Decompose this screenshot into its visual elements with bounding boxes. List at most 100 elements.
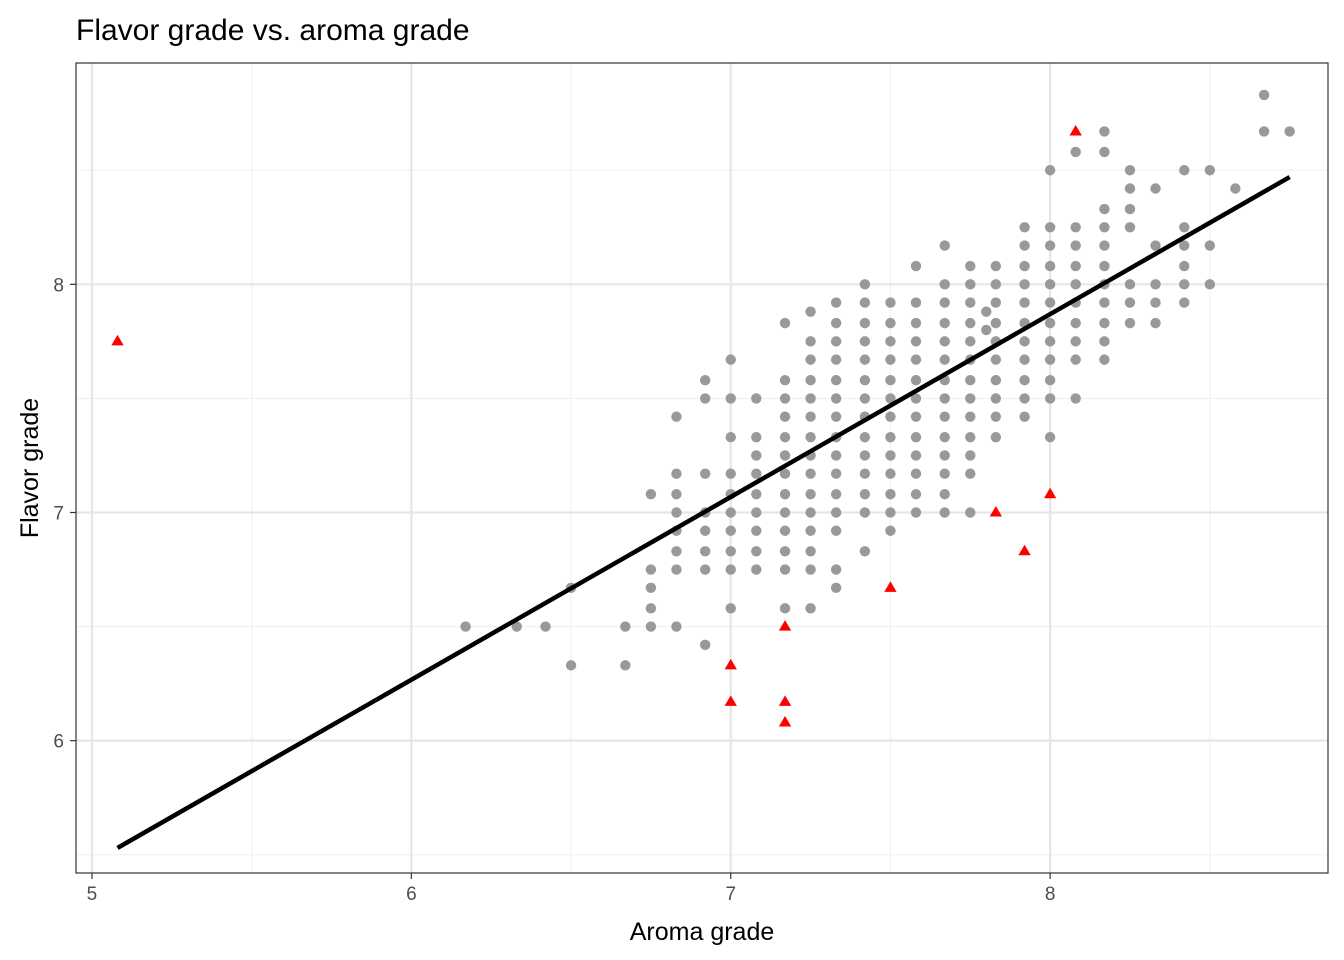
data-point (910, 297, 922, 308)
x-tick-label: 7 (725, 884, 736, 905)
data-point (805, 431, 816, 443)
data-point (965, 279, 976, 290)
data-point (1099, 260, 1110, 272)
data-point (460, 621, 471, 632)
data-point (990, 354, 1002, 365)
data-point (965, 431, 976, 443)
data-point (1099, 354, 1110, 365)
data-point (885, 354, 896, 365)
data-point (779, 507, 791, 518)
data-point (965, 507, 976, 518)
data-point (1019, 260, 1030, 272)
data-point (939, 297, 950, 308)
data-point (830, 393, 842, 404)
data-point (1150, 240, 1161, 251)
data-point (939, 489, 950, 500)
data-point (699, 468, 711, 479)
data-point (990, 317, 1002, 329)
data-point (830, 297, 842, 308)
data-point (859, 507, 871, 518)
data-point (805, 489, 816, 500)
data-point (1099, 240, 1110, 251)
data-point (1150, 279, 1161, 290)
data-point (885, 297, 896, 308)
data-point (645, 621, 657, 632)
outlier-point (724, 658, 737, 670)
data-point (1044, 393, 1056, 404)
data-point (910, 431, 922, 443)
data-point (725, 564, 736, 575)
data-point (830, 450, 842, 461)
data-point (830, 411, 842, 422)
data-point (1044, 279, 1056, 290)
data-point (805, 393, 816, 404)
data-point (1179, 297, 1190, 308)
data-point (671, 546, 682, 557)
data-point (939, 354, 950, 365)
outlier-point (1043, 487, 1057, 499)
y-tick-label: 6 (53, 732, 64, 753)
grid (76, 63, 1328, 873)
data-point (699, 564, 711, 575)
data-point (965, 336, 976, 347)
data-point (990, 260, 1002, 272)
outlier-point (1069, 124, 1082, 136)
data-point (965, 374, 976, 386)
data-point (859, 336, 871, 347)
y-axis-title: Flavor grade (16, 398, 44, 538)
data-point (751, 393, 762, 404)
data-point (859, 354, 871, 365)
data-point (939, 450, 950, 461)
data-point (965, 450, 976, 461)
data-point (885, 431, 896, 443)
data-point (939, 507, 950, 518)
data-point (805, 603, 816, 614)
data-point (1070, 317, 1081, 329)
data-point (1044, 260, 1056, 272)
data-point (859, 431, 871, 443)
data-point (965, 297, 976, 308)
data-point (939, 317, 950, 329)
data-point (885, 336, 896, 347)
outlier-point (724, 695, 737, 706)
data-point (1124, 297, 1136, 308)
data-point (1070, 260, 1081, 272)
points-layer (111, 89, 1295, 850)
data-point (939, 393, 950, 404)
data-point (1044, 317, 1056, 329)
data-point (1179, 165, 1190, 176)
data-point (830, 354, 842, 365)
data-point (990, 279, 1002, 290)
data-point (779, 431, 791, 443)
data-point (1099, 317, 1110, 329)
data-point (1204, 165, 1216, 176)
data-point (965, 411, 976, 422)
data-point (1019, 336, 1030, 347)
data-point (805, 411, 816, 422)
data-point (671, 564, 682, 575)
outlier-point (778, 715, 792, 727)
data-point (671, 411, 682, 422)
data-point (1044, 240, 1056, 251)
data-point (671, 621, 682, 632)
data-point (645, 603, 657, 614)
data-point (965, 260, 976, 272)
data-point (751, 468, 762, 479)
data-point (910, 411, 922, 422)
data-point (1284, 126, 1295, 137)
data-point (805, 525, 816, 536)
data-point (1258, 89, 1270, 101)
data-point (751, 431, 762, 443)
data-point (1124, 317, 1136, 329)
data-point (725, 525, 736, 536)
data-point (1124, 203, 1136, 215)
data-point (830, 525, 842, 536)
data-point (751, 564, 762, 575)
data-point (671, 468, 682, 479)
data-point (1204, 240, 1216, 251)
data-point (1124, 279, 1136, 290)
data-point (1099, 336, 1110, 347)
data-point (1044, 165, 1056, 176)
regression-line (116, 175, 1291, 850)
data-point (1070, 146, 1081, 158)
